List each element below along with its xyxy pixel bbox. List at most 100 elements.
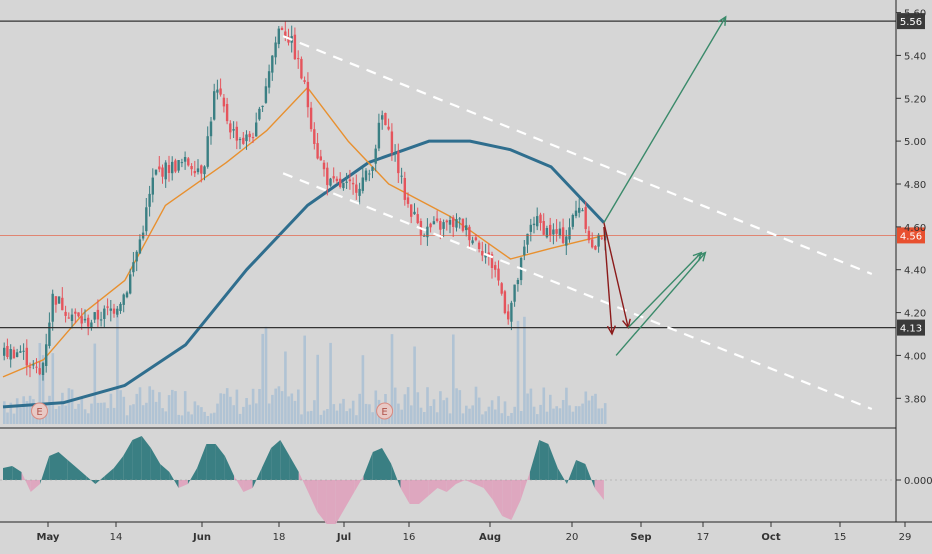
oscillator-area	[520, 472, 530, 500]
candle-body	[177, 160, 180, 171]
candle-body	[400, 175, 403, 177]
volume-bar	[225, 388, 229, 424]
volume-bar	[180, 415, 184, 424]
candle-body	[429, 223, 432, 228]
level-label: 5.56	[900, 17, 922, 28]
volume-bar	[96, 402, 100, 424]
candle-body	[361, 177, 364, 191]
oscillator-area	[483, 480, 493, 500]
candle-body	[158, 166, 161, 170]
candle-body	[426, 226, 429, 238]
volume-bar	[70, 389, 74, 424]
volume-bar	[297, 389, 300, 424]
volume-bar	[25, 401, 29, 424]
volume-bar	[448, 413, 452, 424]
candle-body	[565, 236, 568, 246]
candle-body	[164, 162, 167, 180]
projection-arrow-line	[627, 252, 702, 329]
candle-body	[174, 160, 177, 172]
candle-body	[545, 228, 549, 238]
oscillator-area	[446, 480, 456, 492]
candle-body	[138, 239, 142, 254]
oscillator-area	[400, 480, 410, 504]
oscillator-area	[30, 480, 40, 492]
volume-bar	[209, 413, 213, 424]
candle-body	[3, 347, 6, 356]
candle-body	[326, 167, 329, 186]
volume-bar	[484, 411, 487, 424]
volume-bar	[529, 388, 533, 424]
volume-bar	[93, 343, 97, 424]
volume-bar	[465, 405, 468, 424]
oscillator-area	[382, 448, 392, 480]
oscillator-area	[548, 444, 558, 480]
candle-body	[112, 308, 116, 314]
volume-bar	[196, 405, 200, 424]
volume-bar	[41, 355, 45, 424]
volume-bar	[329, 342, 332, 424]
candlestick-layer	[3, 21, 607, 381]
candle-body	[161, 167, 164, 177]
candle-body	[80, 316, 83, 324]
channel-layer	[282, 35, 873, 411]
volume-bar	[458, 390, 462, 424]
candle-body	[109, 308, 112, 311]
candle-body	[348, 179, 352, 182]
volume-bar	[141, 405, 145, 424]
candle-body	[481, 251, 484, 256]
volume-bar	[232, 405, 235, 424]
candle-body	[507, 311, 510, 320]
volume-bar	[523, 316, 526, 424]
candle-body	[206, 136, 209, 167]
volume-bar	[248, 404, 252, 424]
time-tick-label: 18	[273, 532, 286, 543]
volume-bar	[87, 413, 90, 424]
price-tick-label: 3.80	[904, 394, 926, 405]
candle-body	[306, 81, 310, 108]
candle-body	[255, 122, 258, 137]
volume-bar	[51, 353, 55, 424]
oscillator-area	[243, 480, 253, 492]
projection-arrow-line	[603, 16, 727, 223]
time-tick-label: May	[37, 532, 60, 543]
price-axis[interactable]: 5.60 5.40 5.20 5.00 4.80 4.60 4.40 4.20 4.00 3.80	[896, 9, 926, 406]
volume-bar	[135, 393, 139, 424]
candle-body	[171, 161, 174, 174]
candle-body	[51, 293, 54, 322]
volume-bar	[591, 395, 594, 424]
candle-body	[6, 346, 9, 357]
volume-bar	[390, 334, 394, 424]
volume-bar	[125, 415, 129, 424]
volume-bar	[138, 387, 142, 424]
candle-body	[387, 126, 390, 130]
candle-body	[381, 115, 384, 120]
volume-bar	[332, 404, 336, 424]
candle-body	[219, 88, 222, 95]
candle-body	[458, 218, 461, 220]
candle-body	[503, 291, 507, 314]
volume-bar	[264, 326, 268, 424]
oscillator-area	[317, 480, 327, 524]
volume-bar	[19, 407, 22, 424]
time-axis[interactable]: May 14 Jun 18 Jul 16 Aug 20 Sep 17 Oct 15 29	[37, 522, 912, 543]
candle-body	[106, 306, 109, 308]
volume-bar	[80, 396, 84, 424]
oscillator-area	[363, 452, 373, 480]
volume-bar	[423, 412, 426, 424]
candle-body	[313, 129, 316, 144]
volume-bar	[474, 386, 478, 424]
oscillator-area	[150, 448, 161, 480]
candle-body	[167, 165, 171, 173]
volume-bar	[183, 391, 187, 424]
moving-average-layer	[2, 86, 605, 409]
oscillator-area	[437, 480, 447, 492]
candle-body	[287, 36, 290, 43]
volume-bar	[109, 393, 113, 424]
candle-body	[190, 166, 193, 170]
volume-bar	[516, 320, 520, 424]
candle-body	[484, 253, 487, 258]
oscillator-area	[141, 436, 151, 480]
oscillator-area	[335, 480, 345, 524]
volume-bar	[526, 393, 529, 424]
